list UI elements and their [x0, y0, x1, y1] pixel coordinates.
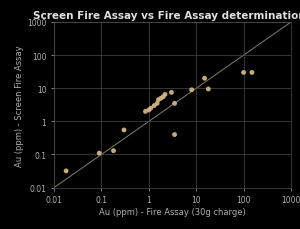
Point [206, 88, 211, 91]
Point [152, 104, 157, 108]
Point [148, 107, 153, 111]
Point [155, 102, 160, 106]
Point [241, 71, 246, 75]
Point [163, 93, 167, 97]
Point [64, 169, 68, 173]
Point [189, 89, 194, 92]
Point [158, 97, 163, 101]
Point [169, 91, 174, 95]
Point [202, 77, 207, 81]
Point [156, 98, 161, 102]
Point [172, 102, 177, 106]
Point [172, 133, 177, 137]
Point [250, 71, 254, 75]
Point [111, 149, 116, 153]
Y-axis label: Au (ppm) - Screen Fire Assay: Au (ppm) - Screen Fire Assay [15, 45, 24, 166]
Point [97, 152, 102, 155]
Point [161, 95, 166, 99]
Point [143, 110, 148, 114]
Point [146, 109, 151, 112]
Point [122, 128, 126, 132]
X-axis label: Au (ppm) - Fire Assay (30g charge): Au (ppm) - Fire Assay (30g charge) [99, 207, 246, 216]
Title: Screen Fire Assay vs Fire Assay determinations: Screen Fire Assay vs Fire Assay determin… [33, 11, 300, 21]
